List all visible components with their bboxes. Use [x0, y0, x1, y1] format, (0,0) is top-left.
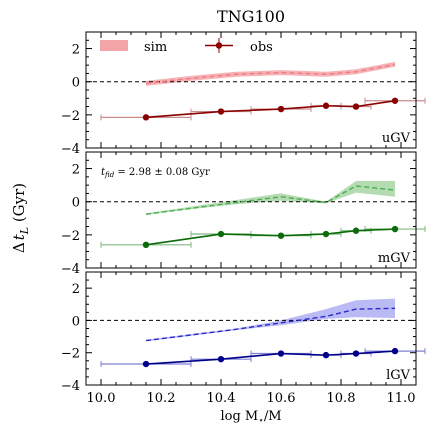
m-ytick-label: −2 [61, 229, 80, 244]
legend-obs-label: obs [250, 40, 273, 55]
m-obs-point [352, 227, 360, 234]
l-xtick-label: 10.8 [327, 391, 356, 406]
fid-annotation: tfid = 2.98 ± 0.08 Gyr [101, 167, 210, 179]
u-obs-point [391, 97, 399, 104]
fid-annotation-sub: fid [104, 171, 115, 179]
m-obs-point [217, 230, 225, 238]
x-axis-label-star: ⋆ [258, 416, 264, 426]
u-ytick-label: 2 [72, 43, 80, 58]
l-xtick-label: 11.0 [387, 391, 416, 406]
l-ytick-label: 0 [72, 314, 80, 329]
svg-text:ΔtL (Gyr): ΔtL (Gyr) [10, 183, 31, 253]
u-obs-point [217, 108, 225, 115]
m-ytick-label: 0 [72, 196, 80, 211]
l-xtick-label: 10.6 [267, 391, 296, 406]
fid-annotation-t: t [101, 167, 106, 178]
m-obs-point [277, 232, 285, 239]
u-obs-point [277, 105, 285, 113]
x-axis-label: log M⋆/M [220, 409, 281, 426]
m-panel-label: mGV [378, 251, 411, 266]
m-sim-band [146, 181, 395, 215]
l-panel-label: lGV [386, 368, 411, 383]
u-panel-label: uGV [382, 131, 411, 146]
u-obs-point [322, 102, 330, 109]
u-obs-line [145, 99, 396, 119]
u-ytick-label: −4 [61, 142, 80, 157]
figure-title: TNG100 [217, 7, 285, 26]
fid-annotation-value: = 2.98 ± 0.08 Gyr [114, 167, 210, 178]
y-axis-label-delta: Δ [10, 242, 28, 253]
l-ytick-label: −2 [61, 347, 80, 362]
u-sim-band [146, 61, 395, 86]
u-sim-line [145, 63, 396, 85]
panel-mGV: −4 −2 0 2 mGV [61, 151, 426, 277]
l-sim-band [146, 298, 395, 342]
l-obs-point [142, 360, 150, 368]
y-axis-label-sub: L [18, 227, 31, 235]
u-obs-point [142, 114, 150, 121]
panel-lGV: −4 −2 0 2 10.0 10.2 10.4 10.6 10.8 11.0 lGV [61, 271, 426, 406]
l-ytick-label: 2 [72, 282, 80, 297]
l-obs-point [217, 355, 225, 363]
l-xtick-label: 10.0 [87, 391, 116, 406]
l-ytick-label: −4 [61, 379, 80, 394]
l-obs-point [391, 347, 399, 355]
m-obs-point [391, 225, 399, 233]
m-ytick-label: −4 [61, 262, 80, 277]
u-obs-point [352, 103, 360, 110]
m-ytick-label: 2 [72, 163, 80, 178]
legend-sim-label: sim [144, 40, 167, 55]
l-xtick-label: 10.4 [207, 391, 236, 406]
y-axis-label: ΔtL (Gyr) [10, 183, 31, 253]
y-axis-label-unit: (Gyr) [10, 183, 28, 227]
panels: −4 −2 0 2 uGV −4 −2 0 2 mGV −4 −2 0 2 10.0 10.2 10.4 10.6… [61, 31, 426, 406]
l-obs-point [277, 350, 285, 357]
legend: sim obs [100, 38, 273, 55]
u-ytick-label: −2 [61, 109, 80, 124]
l-obs-point [352, 350, 360, 357]
l-obs-point [322, 351, 330, 359]
m-obs-point [322, 230, 330, 238]
legend-sim-swatch [100, 40, 128, 51]
svg-text:log M⋆/M: log M⋆/M [220, 409, 281, 426]
u-ytick-label: 0 [72, 76, 80, 91]
l-xtick-label: 10.2 [147, 391, 176, 406]
m-sim-line [145, 185, 396, 215]
x-axis-label-main: log M [220, 409, 258, 424]
panel-uGV: −4 −2 0 2 uGV [61, 31, 426, 157]
m-obs-point [142, 241, 150, 248]
l-sim-line [145, 307, 396, 342]
x-axis-label-slash: /M [264, 409, 282, 424]
l-obs-line [145, 350, 396, 365]
legend-obs-marker [215, 42, 223, 49]
y-axis-label-t: t [10, 233, 28, 240]
m-obs-line [145, 228, 396, 246]
